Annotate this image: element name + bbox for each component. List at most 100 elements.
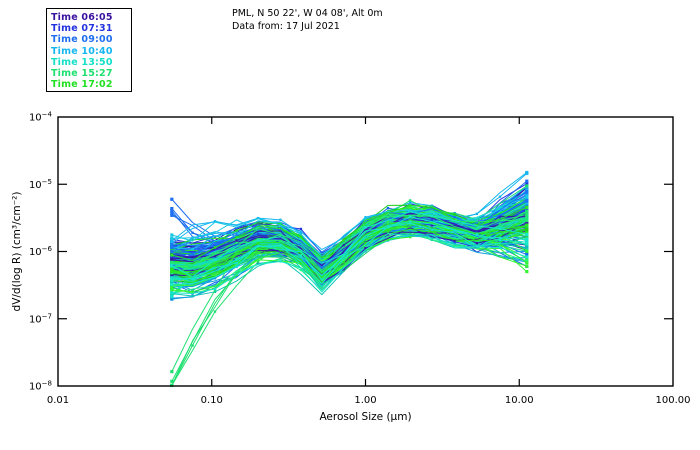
data-point-marker xyxy=(525,209,529,213)
data-point-marker xyxy=(364,241,367,245)
data-point-marker xyxy=(525,198,529,203)
data-point-marker xyxy=(170,294,174,299)
data-point-marker xyxy=(235,261,238,265)
data-point-marker xyxy=(364,226,367,229)
data-point-marker xyxy=(170,276,174,280)
data-point-marker xyxy=(342,246,345,249)
data-line xyxy=(171,233,528,294)
data-point-marker xyxy=(475,232,479,235)
data-point-marker xyxy=(299,257,303,260)
data-point-marker xyxy=(170,253,174,257)
data-point-marker xyxy=(453,241,456,245)
data-point-marker xyxy=(525,228,529,232)
data-point-marker xyxy=(498,227,502,230)
data-point-marker xyxy=(498,231,502,235)
data-point-marker xyxy=(525,259,529,263)
data-point-marker xyxy=(213,254,217,258)
data-point-marker xyxy=(170,272,174,277)
data-point-marker xyxy=(525,196,529,200)
data-point-marker xyxy=(525,226,529,231)
data-point-marker xyxy=(279,260,282,263)
chart-subtitle: Data from: 17 Jul 2021 xyxy=(232,21,340,32)
data-point-marker xyxy=(525,255,529,259)
data-point-marker xyxy=(408,204,412,207)
data-point-marker xyxy=(320,266,324,270)
data-point-marker xyxy=(364,217,367,220)
legend-item: Time 06:05 xyxy=(51,12,113,23)
data-point-marker xyxy=(475,233,479,237)
data-line xyxy=(171,213,528,272)
data-point-marker xyxy=(170,296,174,300)
y-tick-label: 10−7 xyxy=(29,312,52,325)
data-point-marker xyxy=(213,246,217,249)
data-point-marker xyxy=(256,260,260,263)
data-point-marker xyxy=(191,289,194,292)
data-point-marker xyxy=(191,248,194,251)
data-point-marker xyxy=(170,257,174,261)
data-point-marker xyxy=(170,286,174,290)
data-point-marker xyxy=(256,247,260,250)
data-point-marker xyxy=(386,215,390,219)
data-point-marker xyxy=(191,290,194,293)
data-line xyxy=(171,221,528,280)
data-point-marker xyxy=(299,243,303,246)
data-point-marker xyxy=(279,218,282,222)
data-point-marker xyxy=(525,249,529,253)
data-point-marker xyxy=(525,223,529,227)
data-point-marker xyxy=(408,235,412,239)
y-tick-label: 10−8 xyxy=(29,380,52,393)
data-point-marker xyxy=(525,171,529,176)
x-axis-label: Aerosol Size (μm) xyxy=(319,411,411,423)
data-point-marker xyxy=(191,277,194,281)
x-tick-label: 0.01 xyxy=(47,395,69,406)
legend-item: Time 07:31 xyxy=(51,23,113,35)
data-point-marker xyxy=(235,273,238,277)
data-point-marker xyxy=(430,218,434,222)
data-point-marker xyxy=(170,282,174,286)
title-block: PML, N 50 22', W 04 08', Alt 0m Data fro… xyxy=(232,7,383,33)
data-point-marker xyxy=(525,207,529,211)
axes-layer: 0.01 0.10 1.00 10.00 100.00 10−8 10−7 10−6 10−5 1… xyxy=(11,111,691,424)
data-line xyxy=(171,210,528,278)
data-point-marker xyxy=(235,226,238,230)
data-point-marker xyxy=(498,246,502,249)
legend-item: Time 17:02 xyxy=(51,79,113,91)
data-series-layer xyxy=(170,170,529,388)
data-point-marker xyxy=(256,216,260,220)
y-tick-label: 10−5 xyxy=(29,178,52,191)
data-point-marker xyxy=(475,212,479,216)
data-point-marker xyxy=(256,241,260,244)
data-point-marker xyxy=(213,287,217,291)
data-point-marker xyxy=(170,209,174,213)
data-point-marker xyxy=(213,249,217,253)
data-point-marker xyxy=(191,344,194,347)
data-point-marker xyxy=(279,255,282,258)
data-point-marker xyxy=(453,239,456,242)
chart-title: PML, N 50 22', W 04 08', Alt 0m xyxy=(232,8,383,19)
data-point-marker xyxy=(320,276,324,279)
data-line xyxy=(171,228,528,284)
data-point-marker xyxy=(299,258,303,262)
data-point-marker xyxy=(525,218,529,222)
data-point-marker xyxy=(498,217,502,220)
data-point-marker xyxy=(453,216,456,219)
data-point-marker xyxy=(453,230,456,234)
data-point-marker xyxy=(525,261,529,265)
data-point-marker xyxy=(525,232,529,237)
data-point-marker xyxy=(320,279,324,282)
data-line xyxy=(171,222,528,285)
data-point-marker xyxy=(408,209,412,212)
y-tick-label: 10−6 xyxy=(29,245,53,258)
data-point-marker xyxy=(170,248,174,252)
data-point-marker xyxy=(170,211,174,215)
data-point-marker xyxy=(170,245,174,250)
data-point-marker xyxy=(170,291,174,295)
data-point-marker xyxy=(453,217,456,221)
data-point-marker xyxy=(386,230,390,233)
data-point-marker xyxy=(453,213,456,216)
data-point-marker xyxy=(170,213,174,217)
data-point-marker xyxy=(235,236,238,239)
data-point-marker xyxy=(498,236,502,239)
